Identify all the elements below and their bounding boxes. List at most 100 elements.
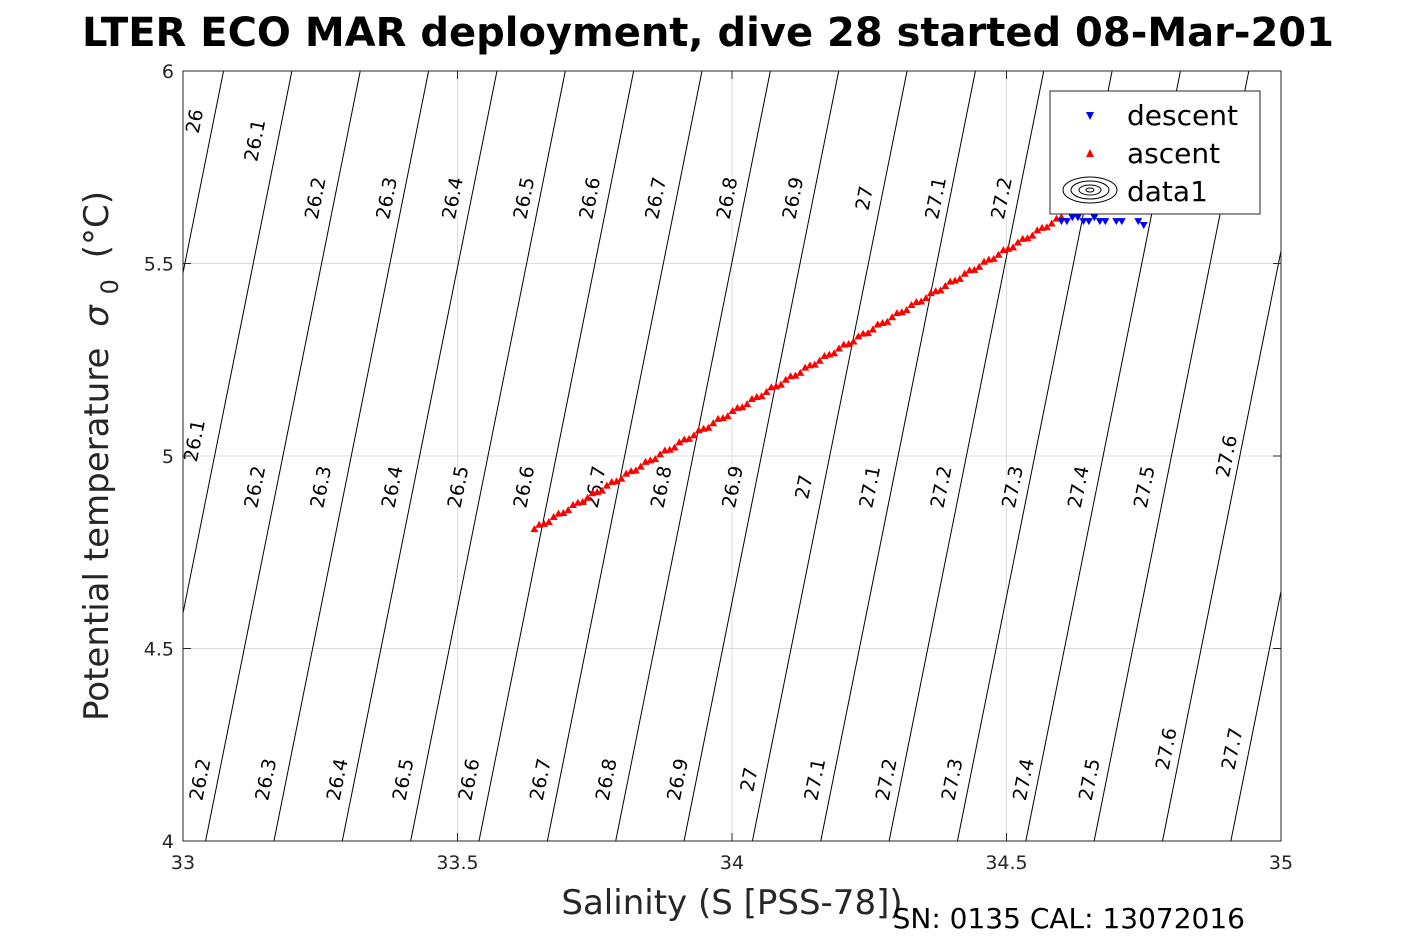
contour-label-bg <box>1001 467 1025 507</box>
ascent-point <box>791 371 800 379</box>
x-tick-label: 34 <box>720 852 744 874</box>
contour-label-bg <box>1133 467 1157 507</box>
contour-label-bg <box>458 760 481 799</box>
legend-data1-label: data1 <box>1127 175 1208 208</box>
ascent-point <box>704 423 713 431</box>
ascent-point <box>622 469 631 477</box>
y-axis-label-unit: (°C) <box>77 191 117 258</box>
y-axis-label-sigma: σ <box>77 304 117 327</box>
ascent-point <box>883 317 892 325</box>
contour-label-bg <box>304 179 328 218</box>
ascent-point <box>936 286 945 294</box>
ascent-point <box>723 412 732 420</box>
descent-point <box>1101 218 1110 226</box>
contour-label: 27.6 <box>1212 433 1242 479</box>
contour-label-bg <box>644 179 668 218</box>
density-contour-line <box>820 70 976 842</box>
ascent-point <box>917 297 926 305</box>
x-tick-label: 34.5 <box>985 852 1027 874</box>
descent-point <box>1095 218 1104 226</box>
density-contour-line <box>205 70 361 842</box>
density-contour-line <box>615 70 771 842</box>
ascent-point <box>602 481 611 489</box>
ascent-point <box>830 349 839 357</box>
contour-label-bg <box>529 760 553 799</box>
density-contour-line <box>341 70 498 842</box>
ascent-point <box>743 400 752 408</box>
contour-label-bg <box>309 467 333 507</box>
ascent-point <box>1028 231 1037 239</box>
ascent-point <box>544 517 553 525</box>
ascent-point <box>849 337 858 345</box>
contour-label: 26.3 <box>372 175 402 221</box>
contour-label-bg <box>924 179 948 218</box>
density-contour-line <box>478 70 635 842</box>
contour-label: 26.9 <box>718 464 748 510</box>
chart-title: LTER ECO MAR deployment, dive 28 started… <box>82 10 1334 56</box>
y-tick-label: 5.5 <box>144 254 174 276</box>
density-contour-line <box>888 70 1045 842</box>
ascent-point <box>926 289 935 297</box>
contour-label-bg <box>326 760 350 799</box>
ascent-point <box>631 466 640 474</box>
density-contour-line <box>1230 591 1282 842</box>
descent-point <box>1062 218 1071 226</box>
density-contour-line <box>1162 250 1282 842</box>
ascent-point <box>583 493 592 501</box>
contour-label-bg <box>941 760 964 799</box>
descent-point <box>1134 218 1143 226</box>
contour-label: 27.3 <box>938 757 968 803</box>
ascent-point <box>747 395 756 403</box>
contour-label: 26.1 <box>240 118 270 164</box>
ascent-point <box>636 462 645 470</box>
data-series <box>530 213 1148 533</box>
contour-label: 26.4 <box>378 464 408 510</box>
density-contour-line <box>546 70 703 842</box>
y-axis-label: Potential temperature σ 0 (°C) <box>77 191 124 721</box>
contour-label-bg <box>381 467 404 507</box>
x-tick-label: 35 <box>1269 852 1293 874</box>
contour-label-bg <box>716 179 739 218</box>
contour-label-bg <box>183 102 207 141</box>
contour-label: 26.1 <box>180 418 210 464</box>
contour-label: 26.9 <box>663 757 693 803</box>
contour-label: 26.6 <box>455 757 485 803</box>
ascent-point <box>897 308 906 316</box>
contour-label: 27 <box>852 184 878 212</box>
x-axis-label: Salinity (S [PSS-78]) <box>561 883 902 923</box>
contour-label: 26.8 <box>647 464 677 510</box>
ascent-point <box>612 477 621 485</box>
x-tick-label: 33 <box>171 852 195 874</box>
ascent-point <box>801 363 810 371</box>
contour-label-bg <box>243 121 267 160</box>
descent-point <box>1084 218 1093 226</box>
legend-descent-marker <box>1086 112 1094 120</box>
density-contour-line <box>182 70 225 273</box>
contour-label: 26.6 <box>575 175 605 221</box>
ascent-point <box>781 375 790 383</box>
ascent-point <box>689 431 698 439</box>
y-tick-label: 6 <box>162 61 174 83</box>
contour-label-bg <box>721 467 745 507</box>
descent-point <box>1112 218 1121 226</box>
ascent-point <box>810 360 819 368</box>
ascent-point <box>728 406 737 414</box>
contour-label-bg <box>243 467 267 507</box>
ascent-point <box>1023 234 1032 242</box>
y-tick-label: 4.5 <box>144 639 174 661</box>
contour-label: 27.2 <box>927 464 957 510</box>
descent-point <box>1057 218 1066 226</box>
contour-label: 27.5 <box>1075 757 1105 803</box>
ascent-point <box>989 254 998 262</box>
ascent-point <box>960 269 969 277</box>
contour-label-bg <box>512 179 536 218</box>
ascent-point <box>665 445 674 453</box>
contour-label-bg <box>858 467 882 507</box>
y-axis-label-subscript: 0 <box>96 279 124 294</box>
legend-ascent-label: ascent <box>1127 137 1220 170</box>
ascent-point <box>559 509 568 517</box>
density-contour-line <box>751 70 908 842</box>
contour-label-bg <box>803 760 827 799</box>
contour-label-bg <box>1078 760 1102 799</box>
